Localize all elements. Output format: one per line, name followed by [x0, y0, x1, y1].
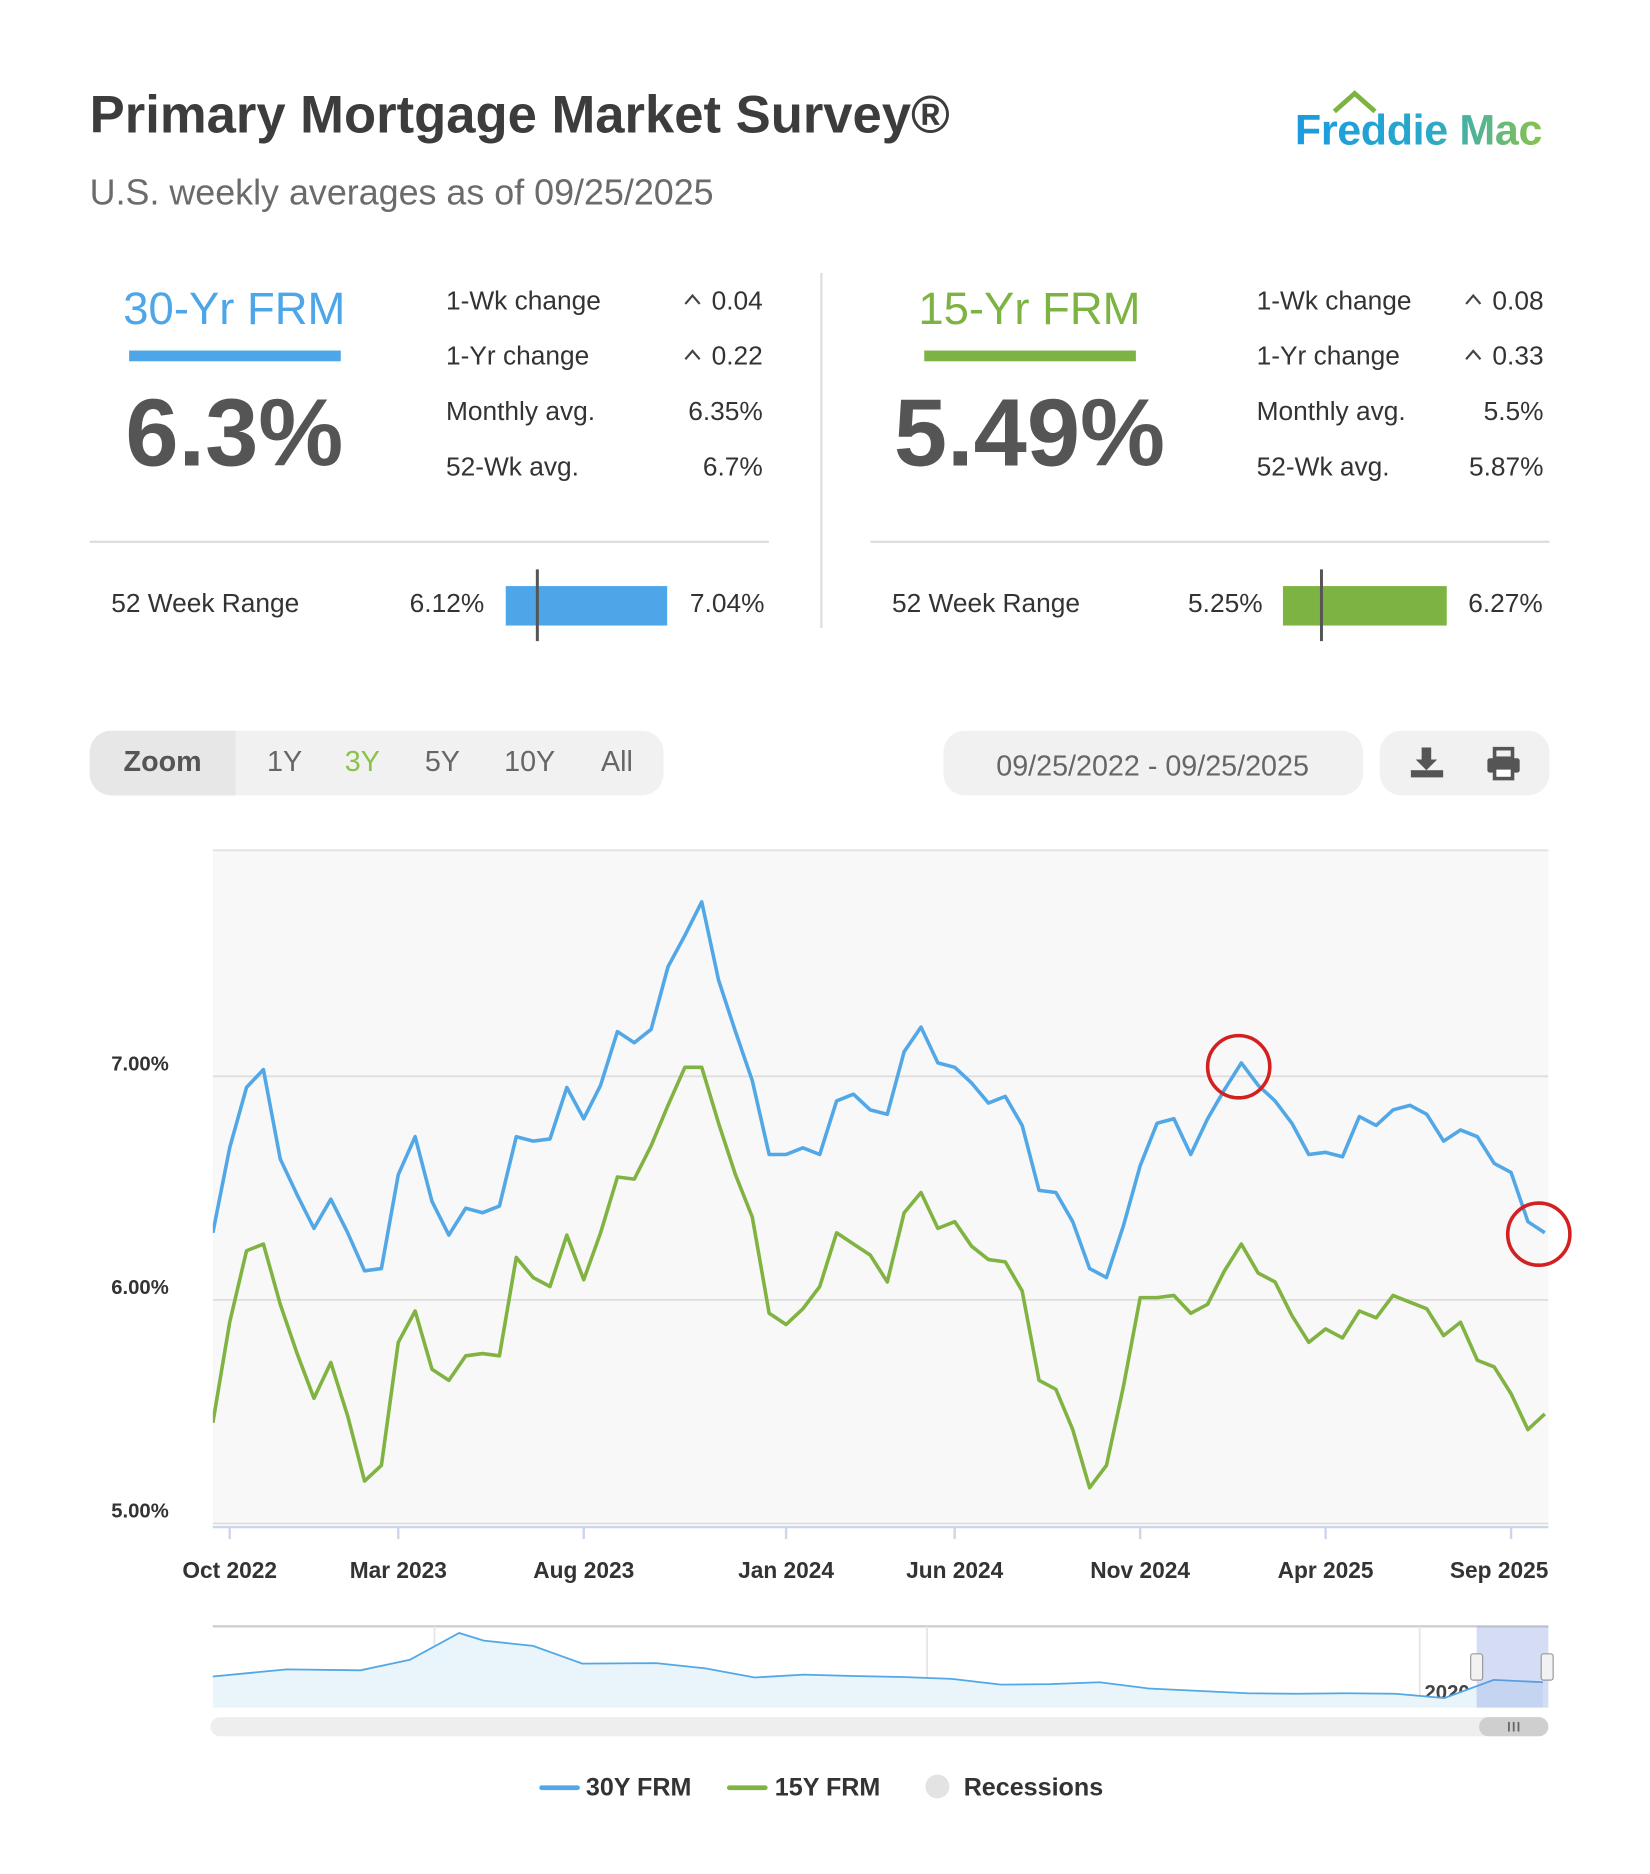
highlight-circle	[1205, 1033, 1272, 1100]
change-arrow-up	[684, 349, 701, 360]
stat-value: 5.5%	[1484, 396, 1544, 426]
download-icon	[1410, 770, 1444, 778]
zoom-button[interactable]: 1Y	[267, 746, 302, 778]
product-name: 30-Yr FRM	[123, 283, 345, 334]
download-icon	[1421, 747, 1432, 761]
x-tick-label: Apr 2025	[1278, 1557, 1374, 1583]
legend-label[interactable]: 15Y FRM	[775, 1774, 881, 1802]
date-range: 09/25/2022 - 09/25/2025	[996, 751, 1309, 783]
stat-label: 52-Wk avg.	[1257, 451, 1390, 481]
zoom-button[interactable]: 3Y	[345, 746, 380, 778]
legend-label[interactable]: Recessions	[964, 1774, 1103, 1802]
plot-area	[212, 850, 1549, 1525]
stat-value: 0.08	[1492, 285, 1543, 315]
series-line	[212, 1065, 1547, 1490]
range-high: 6.27%	[1468, 588, 1543, 618]
stat-value: 0.04	[712, 285, 763, 315]
stat-label: 1-Wk change	[1257, 285, 1412, 315]
download-icon	[1415, 759, 1438, 771]
range-high: 7.04%	[690, 588, 765, 618]
stat-value: 0.33	[1492, 341, 1543, 371]
x-tick-label: Jun 2024	[906, 1557, 1004, 1583]
stat-label: 52-Wk avg.	[446, 451, 579, 481]
navigator-selection	[1476, 1626, 1549, 1708]
logo-roof	[1332, 90, 1377, 114]
change-arrow-up	[1465, 349, 1482, 360]
legend-swatch	[925, 1774, 950, 1799]
logo: Freddie Mac	[1295, 107, 1543, 155]
page-subtitle: U.S. weekly averages as of 09/25/2025	[90, 173, 714, 213]
stat-value: 0.22	[712, 341, 763, 371]
navigator-line	[212, 1632, 1543, 1699]
y-tick-label: 7.00%	[111, 1053, 169, 1075]
stat-label: Monthly avg.	[1257, 396, 1406, 426]
range-bar	[1282, 586, 1447, 626]
navigator-handle[interactable]	[1540, 1653, 1554, 1681]
zoom-label-bg	[89, 730, 236, 796]
x-tick-label: Nov 2024	[1090, 1557, 1190, 1583]
x-tick-label: Oct 2022	[182, 1557, 277, 1583]
date-range-box[interactable]	[943, 730, 1364, 796]
stat-value: 6.35%	[688, 396, 763, 426]
change-arrow-up	[684, 293, 701, 305]
product-underline	[129, 350, 341, 362]
series-line	[212, 900, 1546, 1280]
stat-label: Monthly avg.	[446, 396, 595, 426]
download-button[interactable]	[1410, 747, 1444, 778]
highlight-circle	[1505, 1201, 1572, 1267]
y-tick-label: 6.00%	[111, 1277, 169, 1299]
product-rate: 6.3%	[125, 380, 343, 487]
y-tick-label: 5.00%	[111, 1501, 169, 1523]
zoom-button[interactable]: All	[601, 746, 633, 778]
legend-label[interactable]: 30Y FRM	[586, 1774, 692, 1802]
range-label: 52 Week Range	[892, 588, 1080, 618]
stat-value: 6.7%	[703, 451, 763, 481]
navigator-area	[212, 1632, 1543, 1708]
range-label: 52 Week Range	[111, 588, 299, 618]
range-bar	[505, 586, 668, 626]
product-rate: 5.49%	[894, 380, 1165, 487]
range-low: 6.12%	[410, 588, 485, 618]
stat-label: 1-Wk change	[446, 285, 601, 315]
x-tick-label: Sep 2025	[1450, 1557, 1548, 1583]
x-tick-label: Aug 2023	[533, 1557, 634, 1583]
tool-bar	[1379, 730, 1550, 796]
scrollbar-track[interactable]	[210, 1717, 1549, 1737]
product-underline	[924, 350, 1136, 362]
stat-value: 5.87%	[1469, 451, 1544, 481]
product-name: 15-Yr FRM	[918, 283, 1140, 334]
zoom-button[interactable]: 5Y	[425, 746, 460, 778]
print-button[interactable]	[1487, 746, 1520, 781]
x-tick-label: Jan 2024	[738, 1557, 834, 1583]
navigator-handle[interactable]	[1470, 1653, 1484, 1681]
change-arrow-up	[1465, 293, 1482, 305]
chart-layer: 5.00% 6.00% 7.00% Oct 2022 Mar 2023 Aug 2023 J…	[111, 900, 1549, 1583]
stat-label: 1-Yr change	[1257, 341, 1400, 371]
zoom-button[interactable]: 10Y	[504, 746, 555, 778]
scrollbar-grip	[1508, 1721, 1520, 1732]
range-low: 5.25%	[1188, 588, 1263, 618]
print-icon	[1492, 766, 1515, 781]
stat-label: 1-Yr change	[446, 341, 589, 371]
x-tick-label: Mar 2023	[350, 1557, 447, 1583]
zoom-label: Zoom	[124, 746, 202, 778]
page-title: Primary Mortgage Market Survey®	[90, 85, 950, 144]
